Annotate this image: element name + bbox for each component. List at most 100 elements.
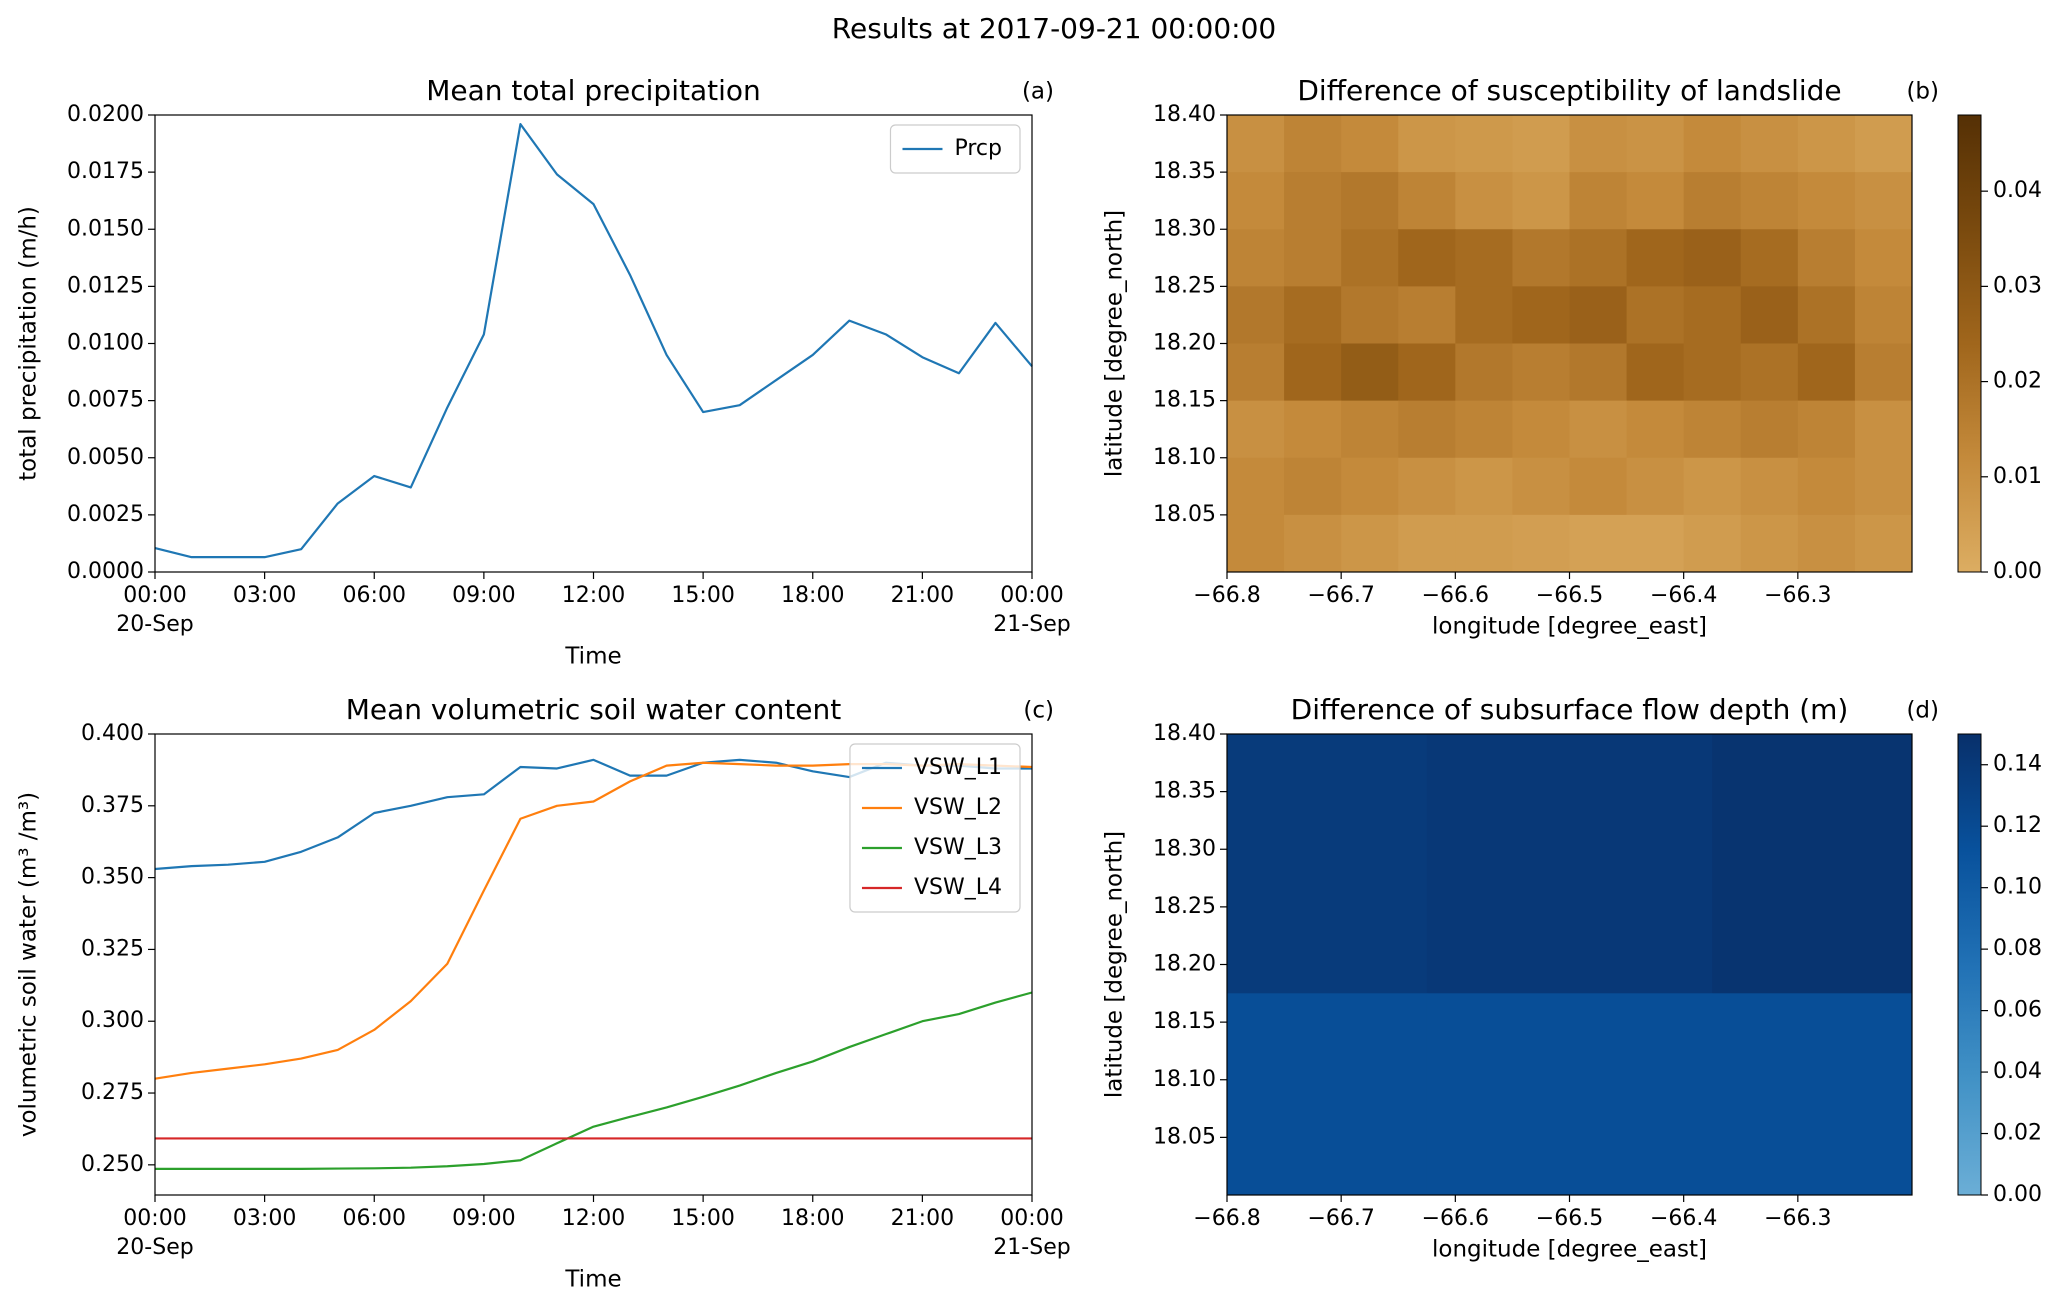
x-tick-label: −66.4 xyxy=(1650,1206,1717,1231)
y-tick-label: 0.0175 xyxy=(67,159,144,184)
x-axis-label: Time xyxy=(564,1267,621,1293)
y-tick-label: 18.10 xyxy=(1153,1067,1216,1092)
x-tick-label: 15:00 xyxy=(671,1206,734,1231)
x-tick-label: −66.8 xyxy=(1193,1206,1260,1231)
heatmap-cell xyxy=(1854,115,1913,173)
y-axis-label: latitude [degree_north] xyxy=(1102,831,1128,1098)
x-tick-sublabel: 21-Sep xyxy=(993,1235,1070,1260)
heatmap-cell xyxy=(1797,514,1856,573)
y-tick-label: 18.40 xyxy=(1153,102,1216,127)
x-axis-label: longitude [degree_east] xyxy=(1432,614,1707,640)
chart-title: Difference of susceptibility of landslid… xyxy=(1297,74,1841,107)
y-tick-label: 0.0150 xyxy=(67,216,144,241)
heatmap-cell xyxy=(1341,286,1399,344)
heatmap-cell xyxy=(1512,115,1570,173)
legend-label: VSW_L3 xyxy=(914,835,1002,860)
y-tick-label: 0.0200 xyxy=(67,102,144,127)
heatmap-cell xyxy=(1455,514,1513,573)
x-tick-label: 15:00 xyxy=(671,583,734,608)
heatmap-cell xyxy=(1854,400,1913,459)
heatmap-cell xyxy=(1569,115,1628,173)
heatmap-cell xyxy=(1797,229,1856,287)
heatmap-cell xyxy=(1227,514,1285,573)
heatmap-cell xyxy=(1455,400,1513,459)
x-axis-label: Time xyxy=(564,644,621,670)
heatmap-cell xyxy=(1569,514,1628,573)
x-tick-label: 21:00 xyxy=(891,583,954,608)
x-tick-label: −66.3 xyxy=(1764,1206,1831,1231)
colorbar xyxy=(1957,114,1982,573)
heatmap-cell xyxy=(1797,115,1856,173)
panel-label: (b) xyxy=(1906,79,1939,105)
colorbar-tick-label: 0.00 xyxy=(1993,1182,2042,1207)
heatmap-cell xyxy=(1227,457,1285,516)
heatmap-cell xyxy=(1341,400,1399,459)
y-tick-label: 18.40 xyxy=(1153,721,1216,746)
heatmap-cell xyxy=(1683,115,1742,173)
legend: VSW_L1 VSW_L2 VSW_L3 VSW_L4 xyxy=(849,743,1021,913)
heatmap-cell xyxy=(1398,115,1456,173)
heatmap-cell xyxy=(1426,993,1713,1196)
heatmap-cell xyxy=(1683,514,1742,573)
legend-label: VSW_L4 xyxy=(914,875,1002,900)
colorbar-tick-label: 0.03 xyxy=(1993,273,2042,298)
heatmap-cell xyxy=(1854,172,1913,230)
colorbar-tick-label: 0.10 xyxy=(1993,875,2042,900)
y-tick-label: 0.350 xyxy=(81,865,144,890)
heatmap-cell xyxy=(1854,343,1913,402)
colorbar xyxy=(1957,733,1982,1196)
heatmap-cell xyxy=(1227,172,1285,230)
heatmap-cell xyxy=(1341,115,1399,173)
heatmap-cell xyxy=(1398,400,1456,459)
heatmap-cell xyxy=(1740,286,1799,344)
colorbar-tick-label: 0.02 xyxy=(1993,1121,2042,1146)
heatmap-cell xyxy=(1740,400,1799,459)
heatmap-cell xyxy=(1740,229,1799,287)
x-tick-label: 12:00 xyxy=(562,583,625,608)
y-tick-label: 18.30 xyxy=(1153,836,1216,861)
y-axis-label: total precipitation (m/h) xyxy=(16,206,42,481)
heatmap-cell xyxy=(1740,343,1799,402)
x-tick-label: −66.3 xyxy=(1764,583,1831,608)
heatmap-cell xyxy=(1398,172,1456,230)
heatmap-cell xyxy=(1569,457,1628,516)
heatmap-cell xyxy=(1227,993,1428,1196)
x-tick-label: 00:00 xyxy=(1000,1206,1063,1231)
x-tick-label: −66.7 xyxy=(1307,1206,1374,1231)
heatmap-cell xyxy=(1284,400,1342,459)
colorbar-tick-label: 0.08 xyxy=(1993,936,2042,961)
colorbar-tick-label: 0.04 xyxy=(1993,178,2042,203)
heatmap-cell xyxy=(1740,514,1799,573)
figure-title: Results at 2017-09-21 00:00:00 xyxy=(832,12,1276,45)
heatmap-cell xyxy=(1683,400,1742,459)
heatmap-cell xyxy=(1626,400,1685,459)
heatmap-cell xyxy=(1626,229,1685,287)
heatmap-cell xyxy=(1284,286,1342,344)
x-tick-label: −66.7 xyxy=(1307,583,1374,608)
heatmap-cell xyxy=(1227,229,1285,287)
y-tick-label: 18.35 xyxy=(1153,159,1216,184)
colorbar-tick-label: 0.01 xyxy=(1993,464,2042,489)
y-tick-label: 0.300 xyxy=(81,1008,144,1033)
colorbar-tick-label: 0.14 xyxy=(1993,752,2042,777)
x-tick-label: −66.5 xyxy=(1536,1206,1603,1231)
heatmap-cell xyxy=(1740,172,1799,230)
y-tick-label: 18.25 xyxy=(1153,894,1216,919)
heatmap-cell xyxy=(1512,457,1570,516)
y-axis-label: volumetric soil water (m³ /m³) xyxy=(16,792,42,1137)
y-tick-label: 18.20 xyxy=(1153,331,1216,356)
heatmap-cell xyxy=(1797,400,1856,459)
panel-label: (a) xyxy=(1022,79,1054,105)
heatmap-cell xyxy=(1854,229,1913,287)
x-tick-label: 18:00 xyxy=(781,583,844,608)
y-tick-label: 0.275 xyxy=(81,1080,144,1105)
y-tick-label: 0.0050 xyxy=(67,445,144,470)
heatmap-cell xyxy=(1341,172,1399,230)
heatmap-cell xyxy=(1683,172,1742,230)
x-tick-sublabel: 20-Sep xyxy=(116,612,193,637)
line-series xyxy=(155,991,1033,1170)
heatmap-cell xyxy=(1797,172,1856,230)
y-tick-label: 18.20 xyxy=(1153,952,1216,977)
x-tick-label: 00:00 xyxy=(1000,583,1063,608)
